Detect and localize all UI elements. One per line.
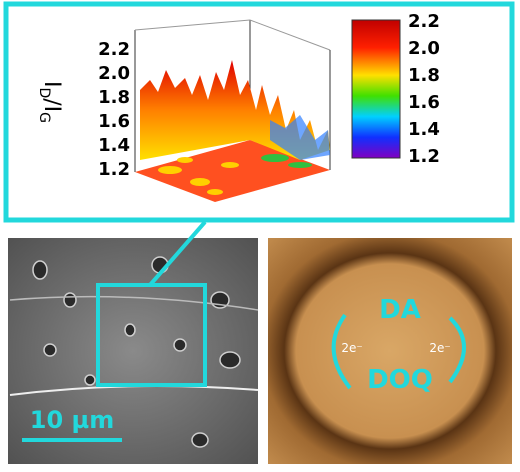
colorbar <box>351 19 401 159</box>
tick-label: 2.0 <box>408 38 440 59</box>
floor-spots <box>158 157 239 195</box>
electron-label: 2e⁻ <box>429 341 450 355</box>
ridge <box>9 295 259 311</box>
floor-low <box>261 154 312 168</box>
tick-labels: 2.2 2.0 1.8 1.6 1.4 1.2 <box>408 11 440 167</box>
zoom-connector <box>148 220 207 287</box>
tick-labels: 2.2 2.0 1.8 1.6 1.4 1.2 <box>98 39 130 180</box>
axis-label: ID/IG <box>36 81 64 123</box>
species-label: DOQ <box>367 365 433 395</box>
afm-image <box>268 238 512 464</box>
arrow-left <box>331 313 352 390</box>
tick-label: 1.2 <box>408 146 440 167</box>
axis-label-part: I <box>39 81 64 88</box>
axis-label-part: / <box>39 98 64 106</box>
tick-label: 1.8 <box>408 65 440 86</box>
tick-label: 1.4 <box>408 119 440 140</box>
species-label: DA <box>379 295 421 325</box>
wall-edge <box>249 19 331 51</box>
tick-label: 2.0 <box>98 63 130 84</box>
tick-label: 1.2 <box>98 159 130 180</box>
tick-label: 2.2 <box>408 11 440 32</box>
axis-label-sub: D <box>36 87 52 98</box>
tick-label: 1.4 <box>98 135 130 156</box>
surface-low <box>270 115 330 160</box>
tick-label: 1.6 <box>98 111 130 132</box>
arrow-right <box>448 316 466 384</box>
axis-label-sub: G <box>36 112 52 123</box>
surface-plot: ID/IG 2.22.01.81.61.41.2 2.22.01.81.61.4… <box>36 11 440 202</box>
tick-label: 1.8 <box>98 87 130 108</box>
pores <box>32 256 241 448</box>
electron-label: 2e⁻ <box>341 341 362 355</box>
tick-label: 2.2 <box>98 39 130 60</box>
scale-label: 10 µm <box>30 406 114 434</box>
wall-edge <box>134 19 251 31</box>
axis-label-part: I <box>39 106 64 113</box>
tick-label: 1.6 <box>408 92 440 113</box>
